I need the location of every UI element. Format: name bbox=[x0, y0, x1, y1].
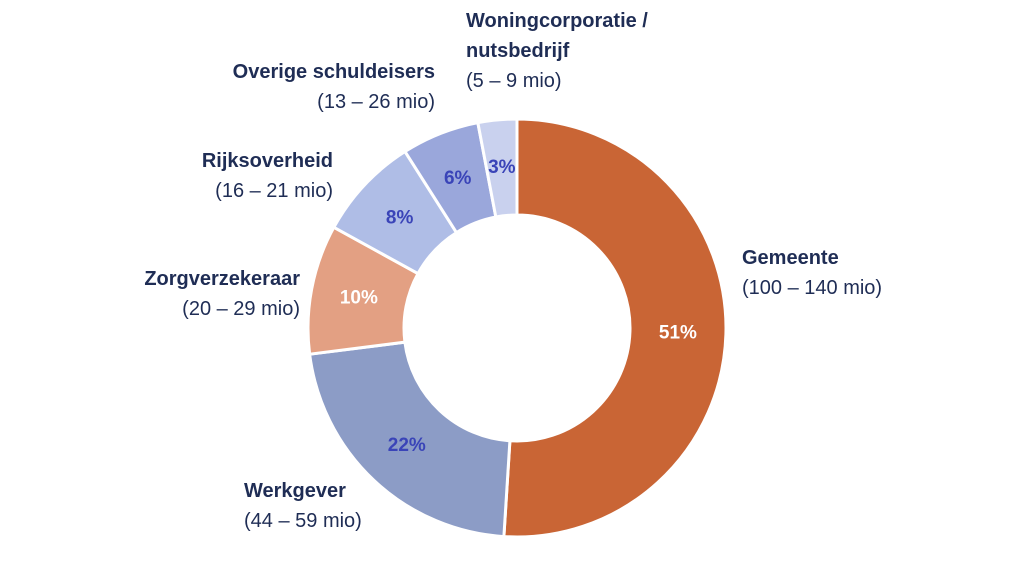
slice-label-gemeente: 51% bbox=[659, 323, 697, 344]
category-range-overige-schuldeisers: (13 – 26 mio) bbox=[317, 91, 435, 113]
category-range-rijksoverheid: (16 – 21 mio) bbox=[215, 180, 333, 202]
slice-label-zorgverzekeraar: 10% bbox=[340, 287, 378, 308]
category-name-woningcorporatie-nutsbedrijf-line-1: Woningcorporatie / bbox=[466, 10, 648, 32]
category-label-gemeente: Gemeente (100 – 140 mio) bbox=[742, 247, 882, 299]
category-name-overige-schuldeisers: Overige schuldeisers bbox=[233, 61, 435, 83]
category-label-overige-schuldeisers: Overige schuldeisers (13 – 26 mio) bbox=[233, 61, 435, 113]
slice-label-werkgever: 22% bbox=[388, 435, 426, 456]
category-label-woningcorporatie-nutsbedrijf: Woningcorporatie / nutsbedrijf (5 – 9 mio) bbox=[466, 10, 648, 92]
slice-label-woningcorporatie-nutsbedrijf: 3% bbox=[488, 157, 516, 178]
category-label-zorgverzekeraar: Zorgverzekeraar (20 – 29 mio) bbox=[144, 268, 300, 320]
category-name-gemeente: Gemeente bbox=[742, 247, 839, 269]
category-range-zorgverzekeraar: (20 – 29 mio) bbox=[182, 298, 300, 320]
category-name-zorgverzekeraar: Zorgverzekeraar bbox=[144, 268, 300, 290]
slice-label-overige-schuldeisers: 6% bbox=[444, 168, 472, 189]
category-name-woningcorporatie-nutsbedrijf-line-2: nutsbedrijf bbox=[466, 40, 570, 62]
slice-gemeente bbox=[502, 117, 728, 539]
slice-werkgever bbox=[307, 340, 512, 539]
category-range-gemeente: (100 – 140 mio) bbox=[742, 277, 882, 299]
category-label-werkgever: Werkgever (44 – 59 mio) bbox=[244, 480, 362, 532]
slice-woningcorporatie-nutsbedrijf bbox=[476, 117, 519, 219]
category-name-werkgever: Werkgever bbox=[244, 480, 346, 502]
slice-label-rijksoverheid: 8% bbox=[386, 207, 414, 228]
category-label-rijksoverheid: Rijksoverheid (16 – 21 mio) bbox=[202, 150, 333, 202]
category-range-woningcorporatie-nutsbedrijf: (5 – 9 mio) bbox=[466, 70, 562, 92]
category-range-werkgever: (44 – 59 mio) bbox=[244, 510, 362, 532]
category-name-rijksoverheid: Rijksoverheid bbox=[202, 150, 333, 172]
